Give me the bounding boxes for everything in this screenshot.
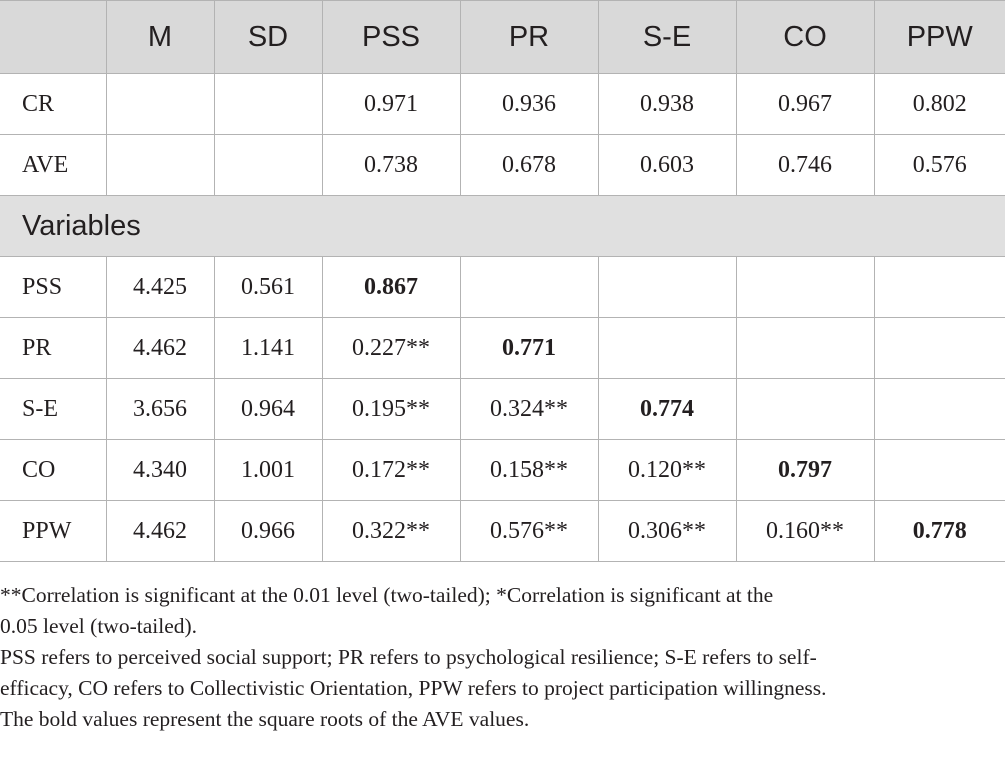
table-cell: 0.120** bbox=[597, 439, 737, 501]
table-row-pr: PR 4.462 1.141 0.227** 0.771 bbox=[0, 317, 1005, 379]
table-cell: 0.738 bbox=[321, 134, 461, 196]
table-row-co: CO 4.340 1.001 0.172** 0.158** 0.120** 0… bbox=[0, 439, 1005, 501]
row-label: CO bbox=[0, 439, 107, 501]
row-label: PSS bbox=[0, 256, 107, 318]
row-label: S-E bbox=[0, 378, 107, 440]
table-row-pss: PSS 4.425 0.561 0.867 bbox=[0, 256, 1005, 318]
table-cell bbox=[735, 256, 875, 318]
table-cell-diagonal: 0.771 bbox=[459, 317, 599, 379]
table-cell bbox=[597, 256, 737, 318]
table-cell-diagonal: 0.774 bbox=[597, 378, 737, 440]
table-cell bbox=[873, 256, 1005, 318]
table-cell bbox=[105, 134, 215, 196]
header-cell-s-e: S-E bbox=[597, 0, 737, 74]
table-cell-mean: 3.656 bbox=[105, 378, 215, 440]
header-row: M SD PSS PR S-E CO PPW bbox=[0, 0, 1005, 74]
table-cell: 0.306** bbox=[597, 500, 737, 562]
table-cell: 0.802 bbox=[873, 73, 1005, 135]
row-label: AVE bbox=[0, 134, 107, 196]
table-cell bbox=[873, 317, 1005, 379]
table-row-ppw: PPW 4.462 0.966 0.322** 0.576** 0.306** … bbox=[0, 500, 1005, 562]
table-cell-sd: 1.001 bbox=[213, 439, 323, 501]
table-cell: 0.172** bbox=[321, 439, 461, 501]
table-cell-sd: 0.964 bbox=[213, 378, 323, 440]
table-cell: 0.324** bbox=[459, 378, 599, 440]
table-cell: 0.195** bbox=[321, 378, 461, 440]
header-cell-co: CO bbox=[735, 0, 875, 74]
footnote-line: The bold values represent the square roo… bbox=[0, 707, 530, 731]
table-cell: 0.936 bbox=[459, 73, 599, 135]
table-cell bbox=[873, 378, 1005, 440]
table-cell bbox=[459, 256, 599, 318]
header-cell-ppw: PPW bbox=[873, 0, 1005, 74]
table-cell: 0.576 bbox=[873, 134, 1005, 196]
table-cell bbox=[213, 73, 323, 135]
table-cell-diagonal: 0.797 bbox=[735, 439, 875, 501]
footnote-line: **Correlation is significant at the 0.01… bbox=[0, 583, 774, 607]
table-cell-sd: 0.966 bbox=[213, 500, 323, 562]
footnote-line: 0.05 level (two-tailed). bbox=[0, 614, 198, 638]
table-cell: 0.158** bbox=[459, 439, 599, 501]
table-cell bbox=[105, 73, 215, 135]
header-cell-pr: PR bbox=[459, 0, 599, 74]
section-label: Variables bbox=[0, 195, 1005, 257]
table-cell-mean: 4.462 bbox=[105, 317, 215, 379]
row-label: PR bbox=[0, 317, 107, 379]
header-cell-blank bbox=[0, 0, 107, 74]
table-cell-diagonal: 0.867 bbox=[321, 256, 461, 318]
table-row-s-e: S-E 3.656 0.964 0.195** 0.324** 0.774 bbox=[0, 378, 1005, 440]
table-cell bbox=[735, 378, 875, 440]
table-cell: 0.678 bbox=[459, 134, 599, 196]
table-row-ave: AVE 0.738 0.678 0.603 0.746 0.576 bbox=[0, 134, 1005, 196]
table-cell-mean: 4.340 bbox=[105, 439, 215, 501]
table-cell-sd: 0.561 bbox=[213, 256, 323, 318]
table-cell: 0.967 bbox=[735, 73, 875, 135]
table-cell bbox=[735, 317, 875, 379]
table-cell-mean: 4.425 bbox=[105, 256, 215, 318]
table-cell bbox=[213, 134, 323, 196]
table-cell: 0.603 bbox=[597, 134, 737, 196]
header-cell-m: M bbox=[105, 0, 215, 74]
table-cell bbox=[597, 317, 737, 379]
row-label: PPW bbox=[0, 500, 107, 562]
header-cell-sd: SD bbox=[213, 0, 323, 74]
footnote-line: PSS refers to perceived social support; … bbox=[0, 645, 817, 669]
table-cell: 0.160** bbox=[735, 500, 875, 562]
table-cell: 0.322** bbox=[321, 500, 461, 562]
footnote-line: efficacy, CO refers to Collectivistic Or… bbox=[0, 676, 827, 700]
table-cell: 0.746 bbox=[735, 134, 875, 196]
correlation-table: M SD PSS PR S-E CO PPW CR 0.971 0.936 0.… bbox=[0, 0, 1005, 562]
header-cell-pss: PSS bbox=[321, 0, 461, 74]
table-cell-diagonal: 0.778 bbox=[873, 500, 1005, 562]
table-cell: 0.971 bbox=[321, 73, 461, 135]
table-row-cr: CR 0.971 0.936 0.938 0.967 0.802 bbox=[0, 73, 1005, 135]
section-row-variables: Variables bbox=[0, 195, 1005, 257]
table-cell bbox=[873, 439, 1005, 501]
table-cell: 0.227** bbox=[321, 317, 461, 379]
table-footnotes: **Correlation is significant at the 0.01… bbox=[0, 580, 1000, 735]
table-cell-mean: 4.462 bbox=[105, 500, 215, 562]
table-cell: 0.576** bbox=[459, 500, 599, 562]
row-label: CR bbox=[0, 73, 107, 135]
table-cell-sd: 1.141 bbox=[213, 317, 323, 379]
table-cell: 0.938 bbox=[597, 73, 737, 135]
